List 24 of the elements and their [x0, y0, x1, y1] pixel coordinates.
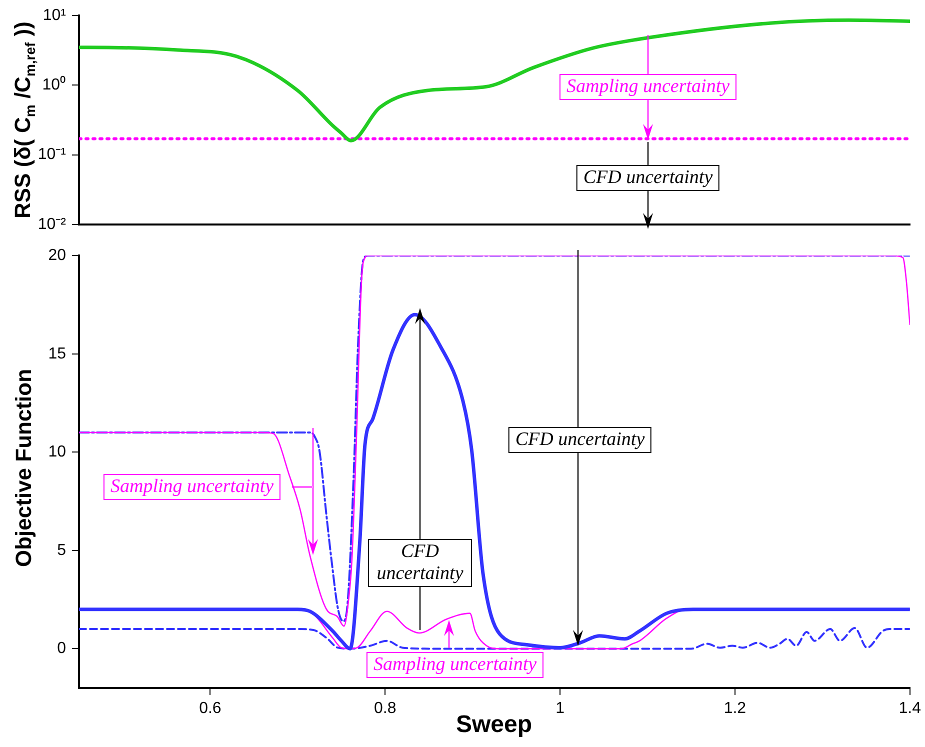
y-tick-label: 20	[48, 247, 66, 264]
y-tick-label: 10⁻²	[38, 216, 67, 233]
annotation: Sampling uncertainty	[559, 74, 737, 100]
y-tick-label: 10	[48, 444, 66, 461]
line-series	[79, 312, 910, 650]
y-tick-label: 10¹	[42, 7, 66, 24]
annotation: Sampling uncertainty	[103, 474, 281, 500]
line-series	[79, 18, 910, 142]
x-tick-label: 1.4	[898, 700, 922, 718]
annotation: Sampling uncertainty	[366, 652, 544, 678]
x-tick-label: 0.6	[199, 700, 222, 718]
y-tick-label: 0	[57, 640, 66, 658]
x-tick-label: 0.8	[374, 700, 396, 718]
y-tick-label: 10⁻¹	[38, 146, 66, 164]
annotation: CFD uncertainty	[368, 539, 472, 587]
y-tick-label: 5	[57, 542, 66, 559]
y-tick-label: 15	[48, 345, 66, 362]
annotation: CFD uncertainty	[508, 427, 652, 453]
y-tick-label: 10⁰	[42, 76, 66, 94]
annotation: CFD uncertainty	[576, 165, 720, 191]
y-axis-title: Objective Function	[11, 368, 37, 568]
x-tick-label: 1.2	[724, 700, 746, 718]
x-axis-title: Sweep	[456, 711, 532, 739]
x-tick-label: 1	[556, 700, 565, 718]
